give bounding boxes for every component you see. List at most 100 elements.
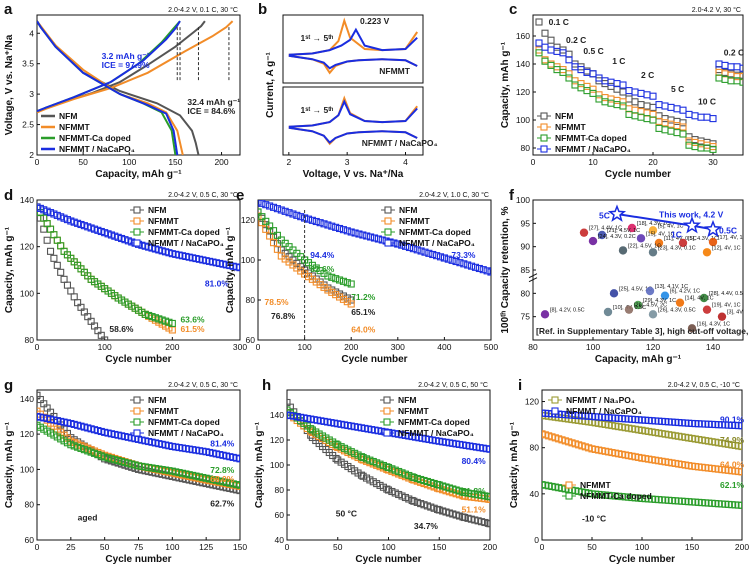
ref-point xyxy=(678,238,688,248)
legend-swatch xyxy=(383,418,391,426)
ref-point-label: [25], 4.5V, 1C xyxy=(619,286,652,292)
panel-letter: c xyxy=(509,1,517,18)
data-point xyxy=(440,254,448,262)
data-point xyxy=(655,124,663,132)
data-point xyxy=(486,445,490,453)
legend-label: NFM xyxy=(555,111,573,121)
data-point xyxy=(37,391,41,399)
annotation: 68.0% xyxy=(210,474,235,484)
x-tick-label: 400 xyxy=(437,342,451,352)
data-point xyxy=(293,211,301,219)
x-tick-label: 100 xyxy=(165,542,179,552)
data-point xyxy=(436,253,445,261)
data-point xyxy=(583,82,591,90)
data-point xyxy=(405,243,414,252)
data-point xyxy=(262,201,270,209)
x-tick-label: 0 xyxy=(35,542,40,552)
annotation: NFMMT xyxy=(379,66,410,76)
data-point xyxy=(535,39,543,47)
data-point xyxy=(559,68,567,76)
legend-swatch xyxy=(383,396,391,404)
data-point xyxy=(343,227,351,235)
ref-point-label: [12], 4V, 1C xyxy=(712,245,741,251)
x-tick-label: 0 xyxy=(531,157,536,167)
x-tick-label: 10 xyxy=(588,157,598,167)
annotation: 1ˢᵗ → 5ᵗʰ xyxy=(301,105,334,115)
y-tick-label: 3.5 xyxy=(22,59,34,69)
data-point xyxy=(347,280,355,288)
data-point xyxy=(37,412,41,421)
data-point xyxy=(464,261,472,269)
data-point xyxy=(649,92,657,100)
data-point xyxy=(402,242,410,250)
data-point xyxy=(631,98,639,106)
annotation: 62.1% xyxy=(720,480,745,490)
ref-point-label: [26], 4.3V, 0.5C xyxy=(658,307,696,313)
y-tick-label: 100 xyxy=(241,255,255,265)
y-tick-label: 40 xyxy=(530,489,540,499)
data-point xyxy=(679,106,687,114)
x-tick-label: 25 xyxy=(66,542,76,552)
data-point xyxy=(324,286,332,294)
x-tick-label: 100 xyxy=(635,542,649,552)
series-line xyxy=(288,126,418,144)
legend-swatch xyxy=(133,418,141,426)
panel-letter: b xyxy=(258,1,267,18)
ref-point-label: [5], 4V, 1C xyxy=(658,223,684,229)
x-tick-label: 50 xyxy=(333,542,343,552)
data-point xyxy=(258,200,266,207)
this-work-star xyxy=(703,219,723,238)
condition-label: 2.0-4.2 V, 0.5 C, 50 °C xyxy=(418,381,488,389)
data-point xyxy=(479,266,487,274)
data-point xyxy=(308,216,316,224)
annotation: 76.8% xyxy=(271,311,296,321)
data-point xyxy=(452,257,460,266)
data-point xyxy=(589,89,597,97)
data-point xyxy=(266,227,274,235)
data-point xyxy=(468,262,476,270)
y-tick-label: 140 xyxy=(516,59,530,69)
plot-area xyxy=(535,18,743,153)
data-point xyxy=(320,220,328,228)
data-point xyxy=(613,96,621,104)
data-point xyxy=(607,99,615,107)
data-point xyxy=(571,77,579,85)
legend-label: NFMMT xyxy=(555,122,586,132)
plot-frame xyxy=(257,199,492,341)
annotation: ICE = 97.9% xyxy=(102,60,150,70)
data-point xyxy=(408,496,416,505)
data-point xyxy=(433,252,441,260)
ref-point-label: [29], 4.3V, 1C xyxy=(643,298,676,304)
condition-label: 2.0-4.2 V, 0.5 C, -10 °C xyxy=(668,381,740,389)
y-tick-label: 80 xyxy=(530,443,540,453)
legend-label: NFMMT xyxy=(398,406,429,416)
legend-label: NFMMT-Ca doped xyxy=(398,417,470,427)
data-point xyxy=(535,18,543,26)
data-point xyxy=(661,115,669,123)
data-point xyxy=(667,103,675,111)
data-point xyxy=(328,222,336,230)
panel-i: i 2.0-4.2 V, 0.5 C, -10 °C 0 50 100 150 200 0 40… xyxy=(509,377,749,565)
legend-swatch xyxy=(384,217,392,225)
axis-break-mark xyxy=(528,273,538,279)
ref-point xyxy=(603,307,613,317)
data-point xyxy=(559,49,567,57)
x-tick-label: 200 xyxy=(344,342,358,352)
y-axis-label: Capacity, mAh g⁻¹ xyxy=(509,421,520,508)
data-point xyxy=(332,454,340,463)
panel-letter: h xyxy=(262,377,271,394)
y-tick-label: 4 xyxy=(29,28,34,38)
data-point xyxy=(601,98,609,106)
data-point xyxy=(547,46,555,54)
data-point xyxy=(721,61,729,69)
x-tick-label: 140 xyxy=(706,342,720,352)
data-point xyxy=(347,300,355,308)
plot-area xyxy=(288,95,418,146)
annotation: 82.6% xyxy=(310,264,335,274)
ref-point-label: [15], 4V, 1C xyxy=(646,231,675,237)
data-point xyxy=(673,122,681,130)
data-point xyxy=(471,263,480,271)
annotation: 1ˢᵗ → 5ᵗʰ xyxy=(301,33,334,43)
data-point xyxy=(691,143,699,151)
data-point xyxy=(583,87,591,95)
